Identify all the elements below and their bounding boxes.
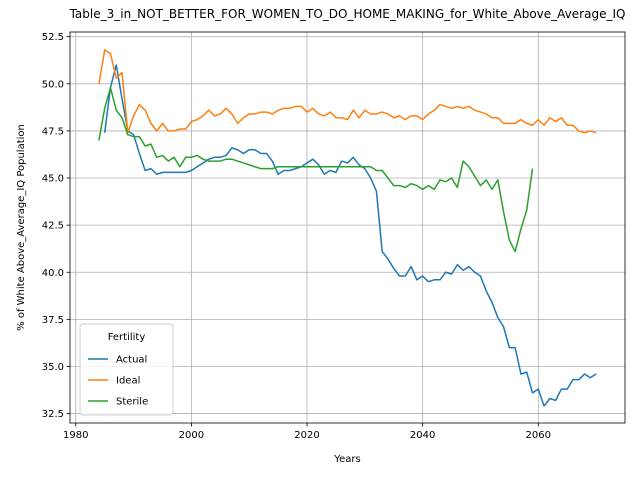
y-tick-label: 45.0 <box>42 174 64 185</box>
legend: Fertility Actual Ideal Sterile <box>79 323 174 416</box>
y-axis-label: % of White Above_Average_IQ Population <box>16 124 27 331</box>
y-tick-label: 52.5 <box>42 32 64 43</box>
y-tick-label: 40.0 <box>42 268 64 279</box>
y-tick-label: 47.5 <box>42 126 64 137</box>
legend-title: Fertility <box>108 332 146 343</box>
legend-label-ideal: Ideal <box>116 376 140 387</box>
x-tick-label: 2000 <box>179 430 204 441</box>
x-axis-ticks: 1980 2000 2020 2040 2060 <box>63 423 551 441</box>
series-line-sterile <box>98 86 534 253</box>
y-tick-label: 32.5 <box>42 409 64 420</box>
x-tick-label: 2040 <box>410 430 435 441</box>
y-tick-label: 35.0 <box>42 362 64 373</box>
plot-frame <box>69 31 626 424</box>
y-tick-label: 42.5 <box>42 221 64 232</box>
y-tick-label: 50.0 <box>42 79 64 90</box>
series-line-ideal <box>98 49 597 134</box>
x-tick-label: 2020 <box>294 430 319 441</box>
legend-box <box>79 323 174 416</box>
chart-title: Table_3_in_NOT_BETTER_FOR_WOMEN_TO_DO_HO… <box>69 7 626 21</box>
x-tick-label: 1980 <box>63 430 88 441</box>
y-axis-ticks: 32.5 35.0 37.5 40.0 42.5 45.0 47.5 50.0 52.5 <box>42 32 70 420</box>
x-tick-label: 2060 <box>526 430 551 441</box>
x-axis-label: Years <box>333 454 360 465</box>
legend-label-sterile: Sterile <box>116 397 148 408</box>
grid <box>70 32 625 423</box>
series-line-actual <box>103 64 597 407</box>
series-lines <box>98 49 597 407</box>
y-tick-label: 37.5 <box>42 315 64 326</box>
legend-label-actual: Actual <box>116 355 147 366</box>
legend-items: Actual Ideal Sterile <box>88 355 148 408</box>
